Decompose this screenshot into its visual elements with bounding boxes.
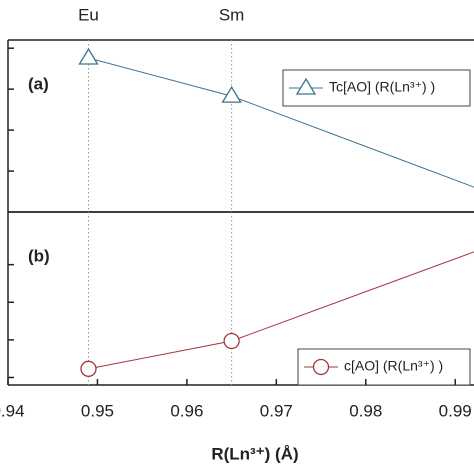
panel-label: (b) <box>28 246 50 265</box>
x-tick-label: 0.96 <box>170 401 203 420</box>
line <box>88 251 474 370</box>
marker <box>221 85 242 103</box>
x-tick-label: 0.95 <box>81 401 114 420</box>
legend-label: Tc[AO] (R(Ln³⁺) ) <box>329 79 435 95</box>
marker <box>78 47 99 65</box>
legend-box <box>297 348 471 386</box>
legend-marker <box>312 358 330 376</box>
series <box>80 251 474 377</box>
x-tick-label: 0.99 <box>439 401 472 420</box>
marker <box>80 360 97 377</box>
marker <box>223 332 240 350</box>
x-axis-label: R(Ln³⁺) (Å) <box>211 444 298 463</box>
reference-label: Eu <box>78 5 99 24</box>
reference-label: Sm <box>219 5 245 24</box>
x-tick-label: 0.98 <box>349 401 382 420</box>
x-tick-label: 0.97 <box>260 401 293 420</box>
legend-marker <box>295 77 317 95</box>
panel-label: (a) <box>28 74 49 93</box>
x-tick-label: 0.94 <box>0 401 25 420</box>
legend-label: c[AO] (R(Ln³⁺) ) <box>344 358 443 374</box>
series <box>78 47 474 188</box>
